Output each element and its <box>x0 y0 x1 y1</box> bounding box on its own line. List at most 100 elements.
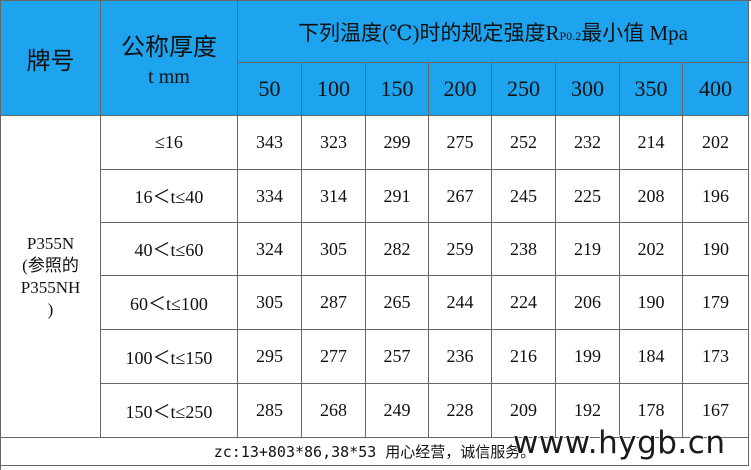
temp-label: 350 <box>634 76 668 101</box>
value: 178 <box>637 400 665 420</box>
temp-label: 200 <box>443 76 477 101</box>
thickness-cell: 60＜t≤100 <box>101 276 238 330</box>
value: 252 <box>510 132 537 152</box>
value: 245 <box>510 185 537 206</box>
value: 275 <box>446 132 474 152</box>
thickness-label: 16＜t≤40 <box>134 187 204 207</box>
value: 167 <box>702 400 729 420</box>
value: 265 <box>383 292 411 312</box>
value-cell: 208 <box>620 170 683 223</box>
value-cell: 244 <box>429 276 492 330</box>
value-cell: 190 <box>620 276 683 330</box>
temp-header: 150 <box>366 63 429 116</box>
grade-cell: P355N (参照的 P355NH) <box>1 116 101 438</box>
temp-header: 100 <box>302 63 366 116</box>
temp-label: 50 <box>258 76 281 101</box>
value-cell: 285 <box>238 384 302 438</box>
value-cell: 295 <box>238 330 302 384</box>
value-cell: 252 <box>492 116 556 170</box>
value: 244 <box>446 292 474 312</box>
value: 285 <box>256 400 283 420</box>
value-cell: 232 <box>556 116 620 170</box>
value-cell: 199 <box>556 330 620 384</box>
value-cell: 287 <box>302 276 366 330</box>
header-text: 牌号 <box>26 46 75 75</box>
value-cell: 291 <box>366 170 429 223</box>
title-text: 下列温度(℃)时的规定强度R <box>298 20 560 45</box>
value: 232 <box>574 132 601 152</box>
thickness-cell: ≤16 <box>101 116 238 170</box>
value-cell: 265 <box>366 276 429 330</box>
value: 299 <box>383 132 411 152</box>
temp-label: 400 <box>699 76 732 101</box>
value-cell: 245 <box>492 170 556 223</box>
value: 209 <box>510 400 537 420</box>
value-cell: 216 <box>492 330 556 384</box>
value: 324 <box>256 238 283 259</box>
value-cell: 225 <box>556 170 620 223</box>
value: 214 <box>637 132 665 152</box>
grade-line: (参照的 <box>22 255 79 275</box>
thickness-label: 100＜t≤150 <box>125 347 213 368</box>
thickness-label: 60＜t≤100 <box>130 293 208 314</box>
value-cell: 179 <box>683 276 749 330</box>
value: 196 <box>702 185 729 206</box>
value-cell: 282 <box>366 223 429 276</box>
value-cell: 224 <box>492 276 556 330</box>
value: 173 <box>702 346 729 366</box>
thickness-cell: 100＜t≤150 <box>101 330 238 384</box>
watermark: www.hygb.cn <box>513 425 726 461</box>
value-cell: 190 <box>683 223 749 276</box>
value: 287 <box>320 292 347 312</box>
value-cell: 219 <box>556 223 620 276</box>
value: 323 <box>320 132 347 152</box>
value: 190 <box>702 238 729 259</box>
value: 291 <box>383 185 411 206</box>
temp-title: 下列温度(℃)时的规定强度RP0.2最小值 Mpa <box>238 1 749 63</box>
temp-header: 350 <box>620 63 683 116</box>
temp-title-line: 下列温度(℃)时的规定强度RP0.2最小值 Mpa <box>298 17 688 47</box>
value: 282 <box>383 238 411 259</box>
value: 238 <box>510 238 537 259</box>
value-cell: 192 <box>556 384 620 438</box>
value-cell: 228 <box>429 384 492 438</box>
value-cell: 214 <box>620 116 683 170</box>
value-cell: 167 <box>683 384 749 438</box>
grade-line: P355N <box>26 233 75 253</box>
value-cell: 238 <box>492 223 556 276</box>
temp-header: 250 <box>492 63 556 116</box>
value: 190 <box>637 292 665 312</box>
value: 228 <box>446 400 474 420</box>
value-cell: 324 <box>238 223 302 276</box>
value: 305 <box>320 238 347 259</box>
value: 277 <box>320 346 347 366</box>
value-cell: 305 <box>302 223 366 276</box>
value: 295 <box>256 346 283 366</box>
temp-label: 250 <box>507 76 540 101</box>
value-cell: 268 <box>302 384 366 438</box>
value: 305 <box>256 292 283 312</box>
title-text: 最小值 Mpa <box>581 20 688 45</box>
value-cell: 209 <box>492 384 556 438</box>
thickness-label: ≤16 <box>155 132 183 152</box>
value-cell: 334 <box>238 170 302 223</box>
temp-header: 50 <box>238 63 302 116</box>
footer-text: zc:13+803*86,38*53 用心经营，诚信服务。 <box>213 443 536 461</box>
thickness-cell: 150＜t≤250 <box>101 384 238 438</box>
temp-header: 400 <box>683 63 749 116</box>
value-cell: 202 <box>620 223 683 276</box>
temp-header: 300 <box>556 63 620 116</box>
value-cell: 173 <box>683 330 749 384</box>
value: 268 <box>320 400 347 420</box>
value-cell: 267 <box>429 170 492 223</box>
temp-header: 200 <box>429 63 492 116</box>
header-unit: t mm <box>148 66 190 88</box>
temp-label: 300 <box>571 76 604 101</box>
value-cell: 275 <box>429 116 492 170</box>
title-sub: P0.2 <box>559 28 582 43</box>
value: 216 <box>510 346 537 366</box>
thickness-cell: 40＜t≤60 <box>101 223 238 276</box>
footer: zc:13+803*86,38*53 用心经营，诚信服务。 <box>1 438 749 466</box>
value-cell: 184 <box>620 330 683 384</box>
